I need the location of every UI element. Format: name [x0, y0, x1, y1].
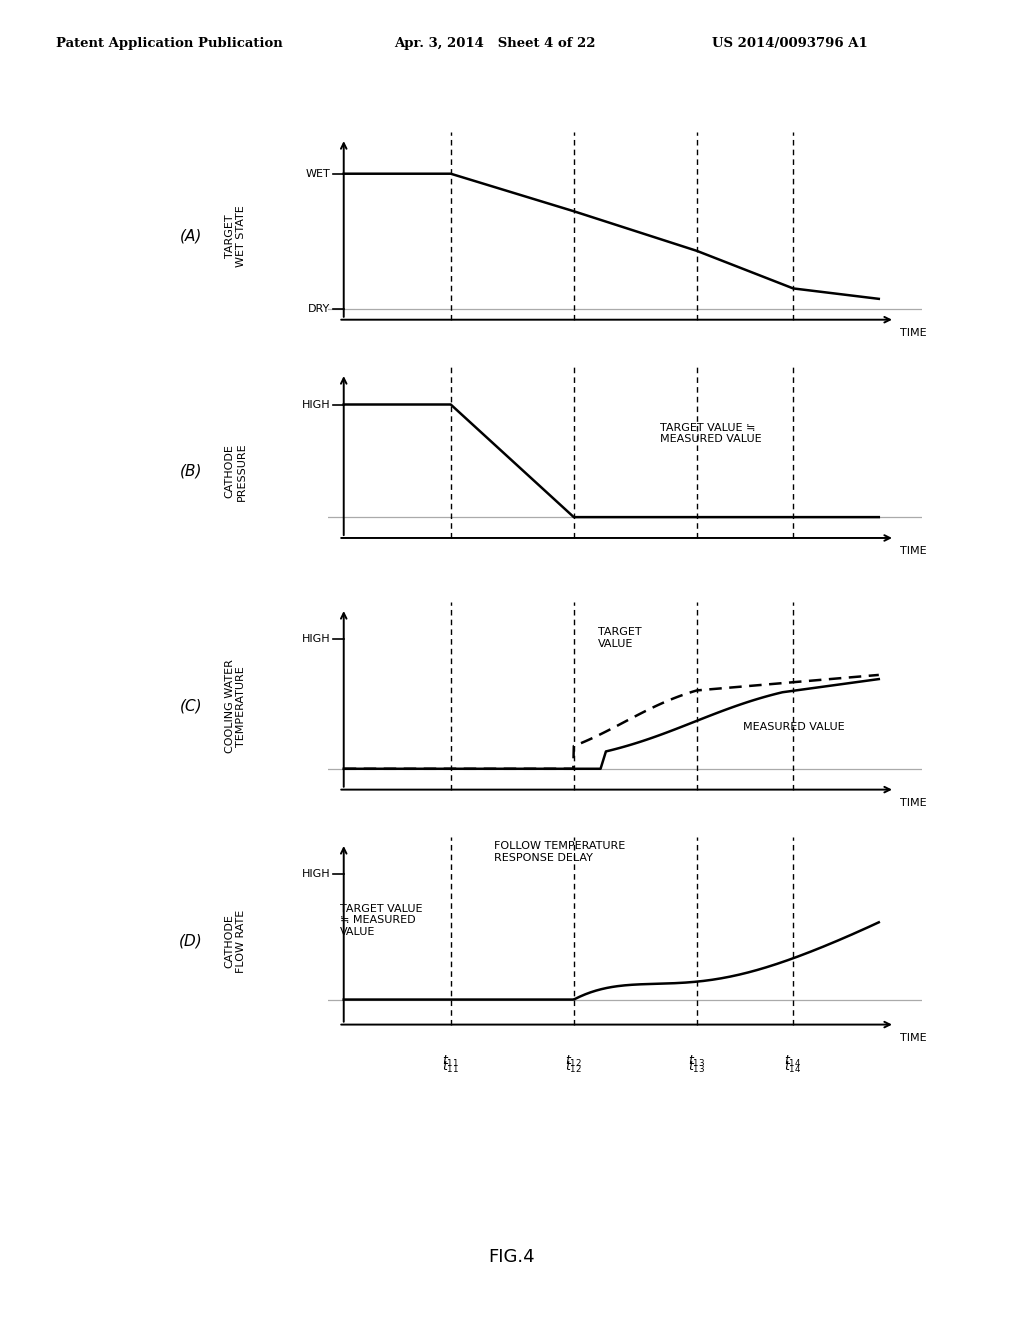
Text: TARGET
WET STATE: TARGET WET STATE — [225, 206, 247, 267]
Text: $t_{11}$: $t_{11}$ — [442, 1060, 460, 1074]
Text: HIGH: HIGH — [302, 635, 331, 644]
Text: (C): (C) — [180, 698, 203, 714]
Text: TIME: TIME — [900, 1034, 927, 1043]
Text: MEASURED VALUE: MEASURED VALUE — [743, 722, 845, 733]
Text: $t_{14}$: $t_{14}$ — [784, 1053, 802, 1069]
Text: TARGET VALUE
≒ MEASURED
VALUE: TARGET VALUE ≒ MEASURED VALUE — [340, 904, 422, 937]
Text: Patent Application Publication: Patent Application Publication — [56, 37, 283, 50]
Text: $t_{12}$: $t_{12}$ — [565, 1060, 583, 1074]
Text: CATHODE
PRESSURE: CATHODE PRESSURE — [225, 442, 247, 500]
Text: TARGET
VALUE: TARGET VALUE — [598, 627, 642, 648]
Text: HIGH: HIGH — [302, 870, 331, 879]
Text: (A): (A) — [180, 228, 203, 244]
Text: DRY: DRY — [308, 305, 331, 314]
Text: $t_{13}$: $t_{13}$ — [688, 1060, 706, 1074]
Text: $t_{14}$: $t_{14}$ — [784, 1060, 802, 1074]
Text: COOLING WATER
TEMPERATURE: COOLING WATER TEMPERATURE — [225, 659, 247, 754]
Text: TIME: TIME — [900, 329, 927, 338]
Text: FOLLOW TEMPERATURE
RESPONSE DELAY: FOLLOW TEMPERATURE RESPONSE DELAY — [494, 841, 626, 863]
Text: FIG.4: FIG.4 — [488, 1247, 536, 1266]
Text: Apr. 3, 2014   Sheet 4 of 22: Apr. 3, 2014 Sheet 4 of 22 — [394, 37, 596, 50]
Text: TIME: TIME — [900, 546, 927, 556]
Text: $t_{13}$: $t_{13}$ — [688, 1053, 706, 1069]
Text: HIGH: HIGH — [302, 400, 331, 409]
Text: WET: WET — [305, 169, 331, 178]
Text: CATHODE
FLOW RATE: CATHODE FLOW RATE — [225, 909, 247, 973]
Text: (B): (B) — [180, 463, 203, 479]
Text: $t_{11}$: $t_{11}$ — [442, 1053, 460, 1069]
Text: US 2014/0093796 A1: US 2014/0093796 A1 — [712, 37, 867, 50]
Text: TIME: TIME — [900, 799, 927, 808]
Text: $t_{12}$: $t_{12}$ — [565, 1053, 583, 1069]
Text: (D): (D) — [179, 933, 203, 949]
Text: TARGET VALUE ≒
MEASURED VALUE: TARGET VALUE ≒ MEASURED VALUE — [660, 422, 762, 445]
